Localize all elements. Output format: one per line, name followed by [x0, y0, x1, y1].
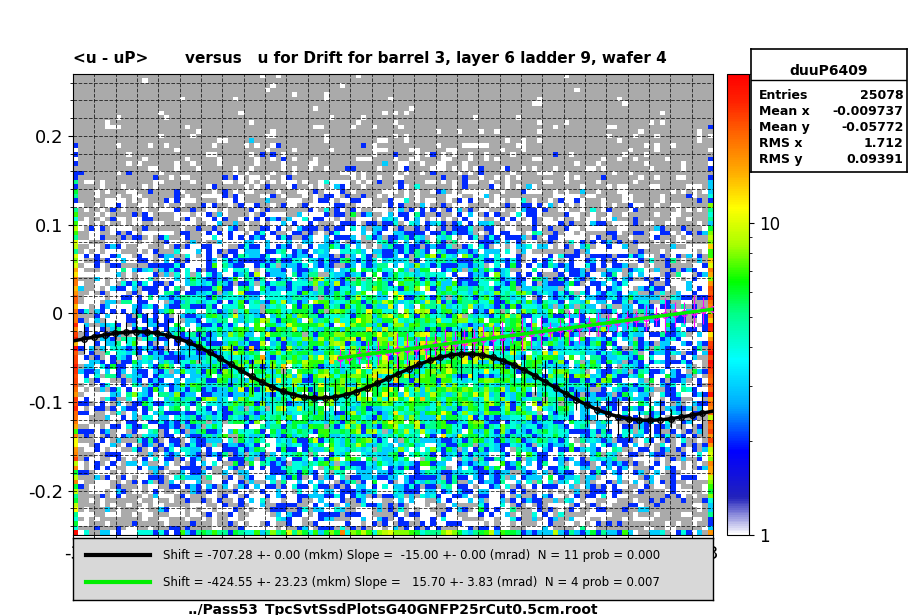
- Text: RMS x: RMS x: [759, 137, 802, 151]
- Text: 25078: 25078: [860, 89, 904, 103]
- Text: ../Pass53_TpcSvtSsdPlotsG40GNFP25rCut0.5cm.root: ../Pass53_TpcSvtSsdPlotsG40GNFP25rCut0.5…: [187, 603, 599, 615]
- Text: -0.009737: -0.009737: [833, 105, 904, 119]
- Text: 1.712: 1.712: [864, 137, 904, 151]
- Text: RMS y: RMS y: [759, 153, 802, 167]
- Text: duuP6409: duuP6409: [790, 64, 868, 78]
- Text: 0.09391: 0.09391: [846, 153, 904, 167]
- Text: Shift = -424.55 +- 23.23 (mkm) Slope =   15.70 +- 3.83 (mrad)  N = 4 prob = 0.00: Shift = -424.55 +- 23.23 (mkm) Slope = 1…: [163, 576, 660, 589]
- Text: Shift = -707.28 +- 0.00 (mkm) Slope =  -15.00 +- 0.00 (mrad)  N = 11 prob = 0.00: Shift = -707.28 +- 0.00 (mkm) Slope = -1…: [163, 549, 660, 562]
- Text: -0.05772: -0.05772: [841, 121, 904, 135]
- Text: <u - uP>       versus   u for Drift for barrel 3, layer 6 ladder 9, wafer 4: <u - uP> versus u for Drift for barrel 3…: [73, 50, 667, 66]
- Text: Mean x: Mean x: [759, 105, 810, 119]
- Text: Mean y: Mean y: [759, 121, 810, 135]
- Text: Entries: Entries: [759, 89, 809, 103]
